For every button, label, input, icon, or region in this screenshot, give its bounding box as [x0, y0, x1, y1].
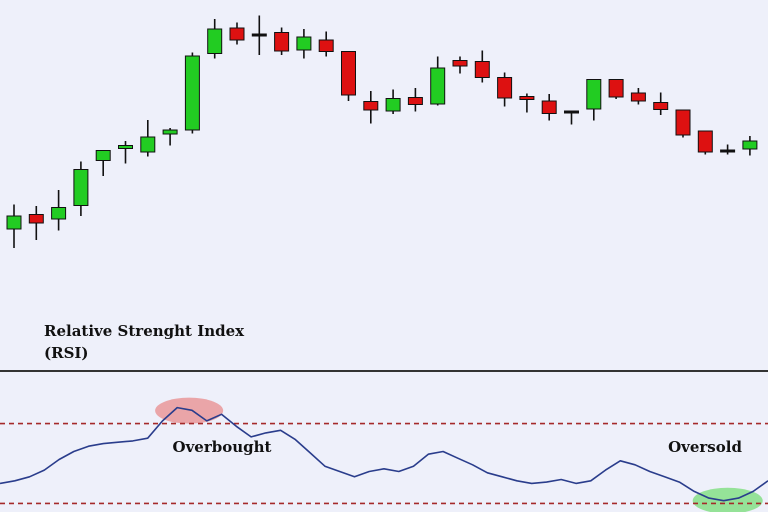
- candle: [229, 22, 245, 45]
- candle-body: [363, 101, 379, 111]
- overbought-label: Overbought: [173, 438, 272, 456]
- rsi-series-line: [0, 406, 768, 502]
- candle: [296, 29, 312, 59]
- candle: [140, 120, 156, 157]
- candle: [363, 91, 379, 124]
- candle-body: [519, 96, 535, 100]
- candle: [474, 50, 490, 83]
- candle-body: [474, 61, 490, 78]
- candle: [118, 141, 133, 164]
- candle: [6, 204, 22, 248]
- candle: [73, 161, 89, 216]
- candle: [207, 19, 223, 59]
- candle: [184, 52, 200, 134]
- overbought-highlight: [155, 397, 224, 424]
- candle: [28, 206, 44, 240]
- price-panel: [0, 0, 768, 370]
- candle-body: [162, 129, 178, 135]
- candle-body: [318, 39, 334, 52]
- candle: [675, 109, 691, 138]
- candle-body: [385, 98, 401, 112]
- candle: [541, 94, 557, 121]
- candle-body: [296, 36, 312, 51]
- candle: [95, 150, 111, 176]
- candle-body: [6, 215, 22, 230]
- candle: [51, 190, 67, 231]
- candle: [341, 51, 356, 101]
- candle-body: [51, 207, 67, 220]
- candle-body: [28, 214, 44, 224]
- candle: [697, 130, 713, 155]
- candle-body: [118, 145, 133, 149]
- candle: [318, 31, 334, 57]
- candle: [162, 128, 178, 146]
- candle: [742, 136, 758, 156]
- candle-body: [675, 109, 691, 136]
- candle: [452, 56, 468, 74]
- candle-body: [251, 33, 267, 37]
- candle-body: [697, 130, 713, 153]
- candle-body: [653, 102, 669, 110]
- rsi-title-line-1: Relative Strenght Index: [44, 322, 245, 340]
- candle-body: [497, 77, 513, 99]
- candle-body: [184, 55, 200, 131]
- candle-body: [608, 79, 624, 98]
- candle-body: [430, 67, 446, 105]
- candle: [407, 88, 423, 112]
- candle: [653, 92, 669, 115]
- candle: [251, 15, 267, 55]
- candle-body: [541, 100, 557, 114]
- candle: [630, 88, 646, 105]
- oversold-label: Oversold: [668, 438, 742, 456]
- candle: [430, 56, 446, 106]
- candle: [720, 144, 736, 155]
- candle-body: [73, 169, 89, 206]
- candle-body: [720, 149, 736, 153]
- candle-body: [274, 32, 290, 52]
- candle: [586, 79, 602, 121]
- candle: [519, 93, 535, 113]
- candle-body: [140, 136, 156, 153]
- candle-body: [564, 110, 579, 114]
- price-candles: [6, 15, 758, 248]
- candle: [274, 27, 290, 55]
- candle-body: [586, 79, 602, 110]
- candle-body: [742, 140, 758, 150]
- candle-body: [95, 150, 111, 161]
- candle-body: [341, 51, 356, 96]
- candle-body: [630, 92, 646, 102]
- candle-body: [229, 27, 245, 41]
- candle: [608, 79, 624, 99]
- candle: [497, 72, 513, 107]
- rsi-line: [0, 406, 768, 502]
- candle-body: [452, 60, 468, 67]
- candle-body: [407, 97, 423, 105]
- rsi-title-line-2: (RSI): [44, 344, 89, 362]
- candle-body: [207, 28, 223, 54]
- candle: [564, 110, 579, 125]
- candle: [385, 89, 401, 114]
- rsi-levels: [0, 422, 768, 505]
